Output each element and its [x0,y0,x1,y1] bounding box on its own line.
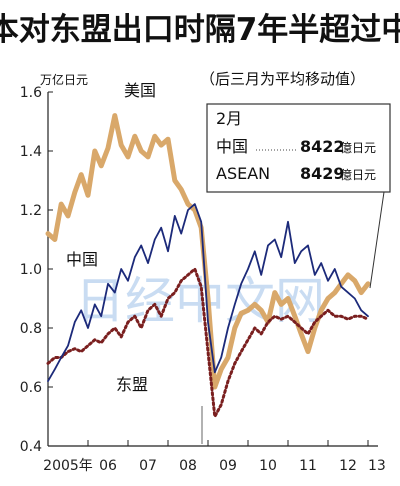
info-row-asean-unit: 億日元 [340,168,376,182]
x-tick-label: 10 [259,458,277,474]
info-row-asean-value: 8429 [300,164,345,183]
info-row-china-unit: 億日元 [340,141,376,155]
series-line-中国 [47,203,369,383]
info-box: 2月 中国 8422 億日元 ASEAN 8429 億日元 [206,103,391,289]
x-tick-label: 11 [299,458,317,474]
y-tick-label: 1.4 [20,144,42,160]
y-tick-label: 1.6 [20,85,42,101]
info-row-asean-name: ASEAN [216,164,270,183]
x-tick-label: 13 [368,458,386,474]
x-tick-label: 06 [99,458,117,474]
unit-label: 万亿日元 [40,72,88,87]
y-tick-label: 1.0 [20,262,42,278]
x-tick-label: 08 [179,458,197,474]
series-label-usa: 美国 [124,81,156,100]
x-tick-label: 2005年 [43,458,93,474]
info-box-month: 2月 [216,109,242,128]
series-line-东盟 [46,267,370,418]
chart-title: 日本对东盟出口时隔7年半超过中国 [0,12,400,48]
info-row-china-value: 8422 [300,137,345,156]
y-tick-label: 0.8 [20,321,42,337]
y-tick-label: 0.6 [20,380,42,396]
info-box-frame [206,103,391,193]
y-tick-label: 0.4 [20,439,42,455]
info-box-pointer [369,191,385,289]
series-label-asean: 东盟 [116,375,148,394]
info-row-china-name: 中国 [216,137,248,156]
series-label-china: 中国 [66,250,98,269]
x-tick-label: 12 [339,458,357,474]
series-layer [45,113,371,418]
x-tick-label: 07 [139,458,157,474]
y-tick-label: 1.2 [20,203,42,219]
series-line-美国 [45,113,371,390]
x-tick-label: 09 [219,458,237,474]
note-label: （后三月为平均移动值） [200,70,365,88]
